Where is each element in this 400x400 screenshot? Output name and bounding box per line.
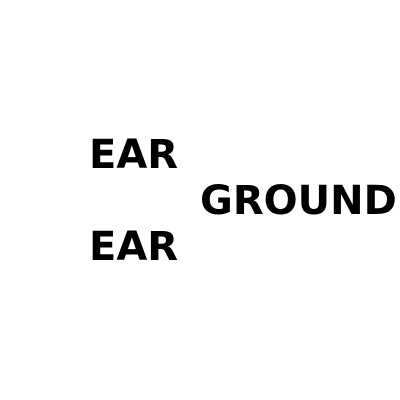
middle-word: GROUND <box>200 178 397 224</box>
bottom-word: EAR <box>89 224 179 270</box>
top-word: EAR <box>89 132 179 178</box>
